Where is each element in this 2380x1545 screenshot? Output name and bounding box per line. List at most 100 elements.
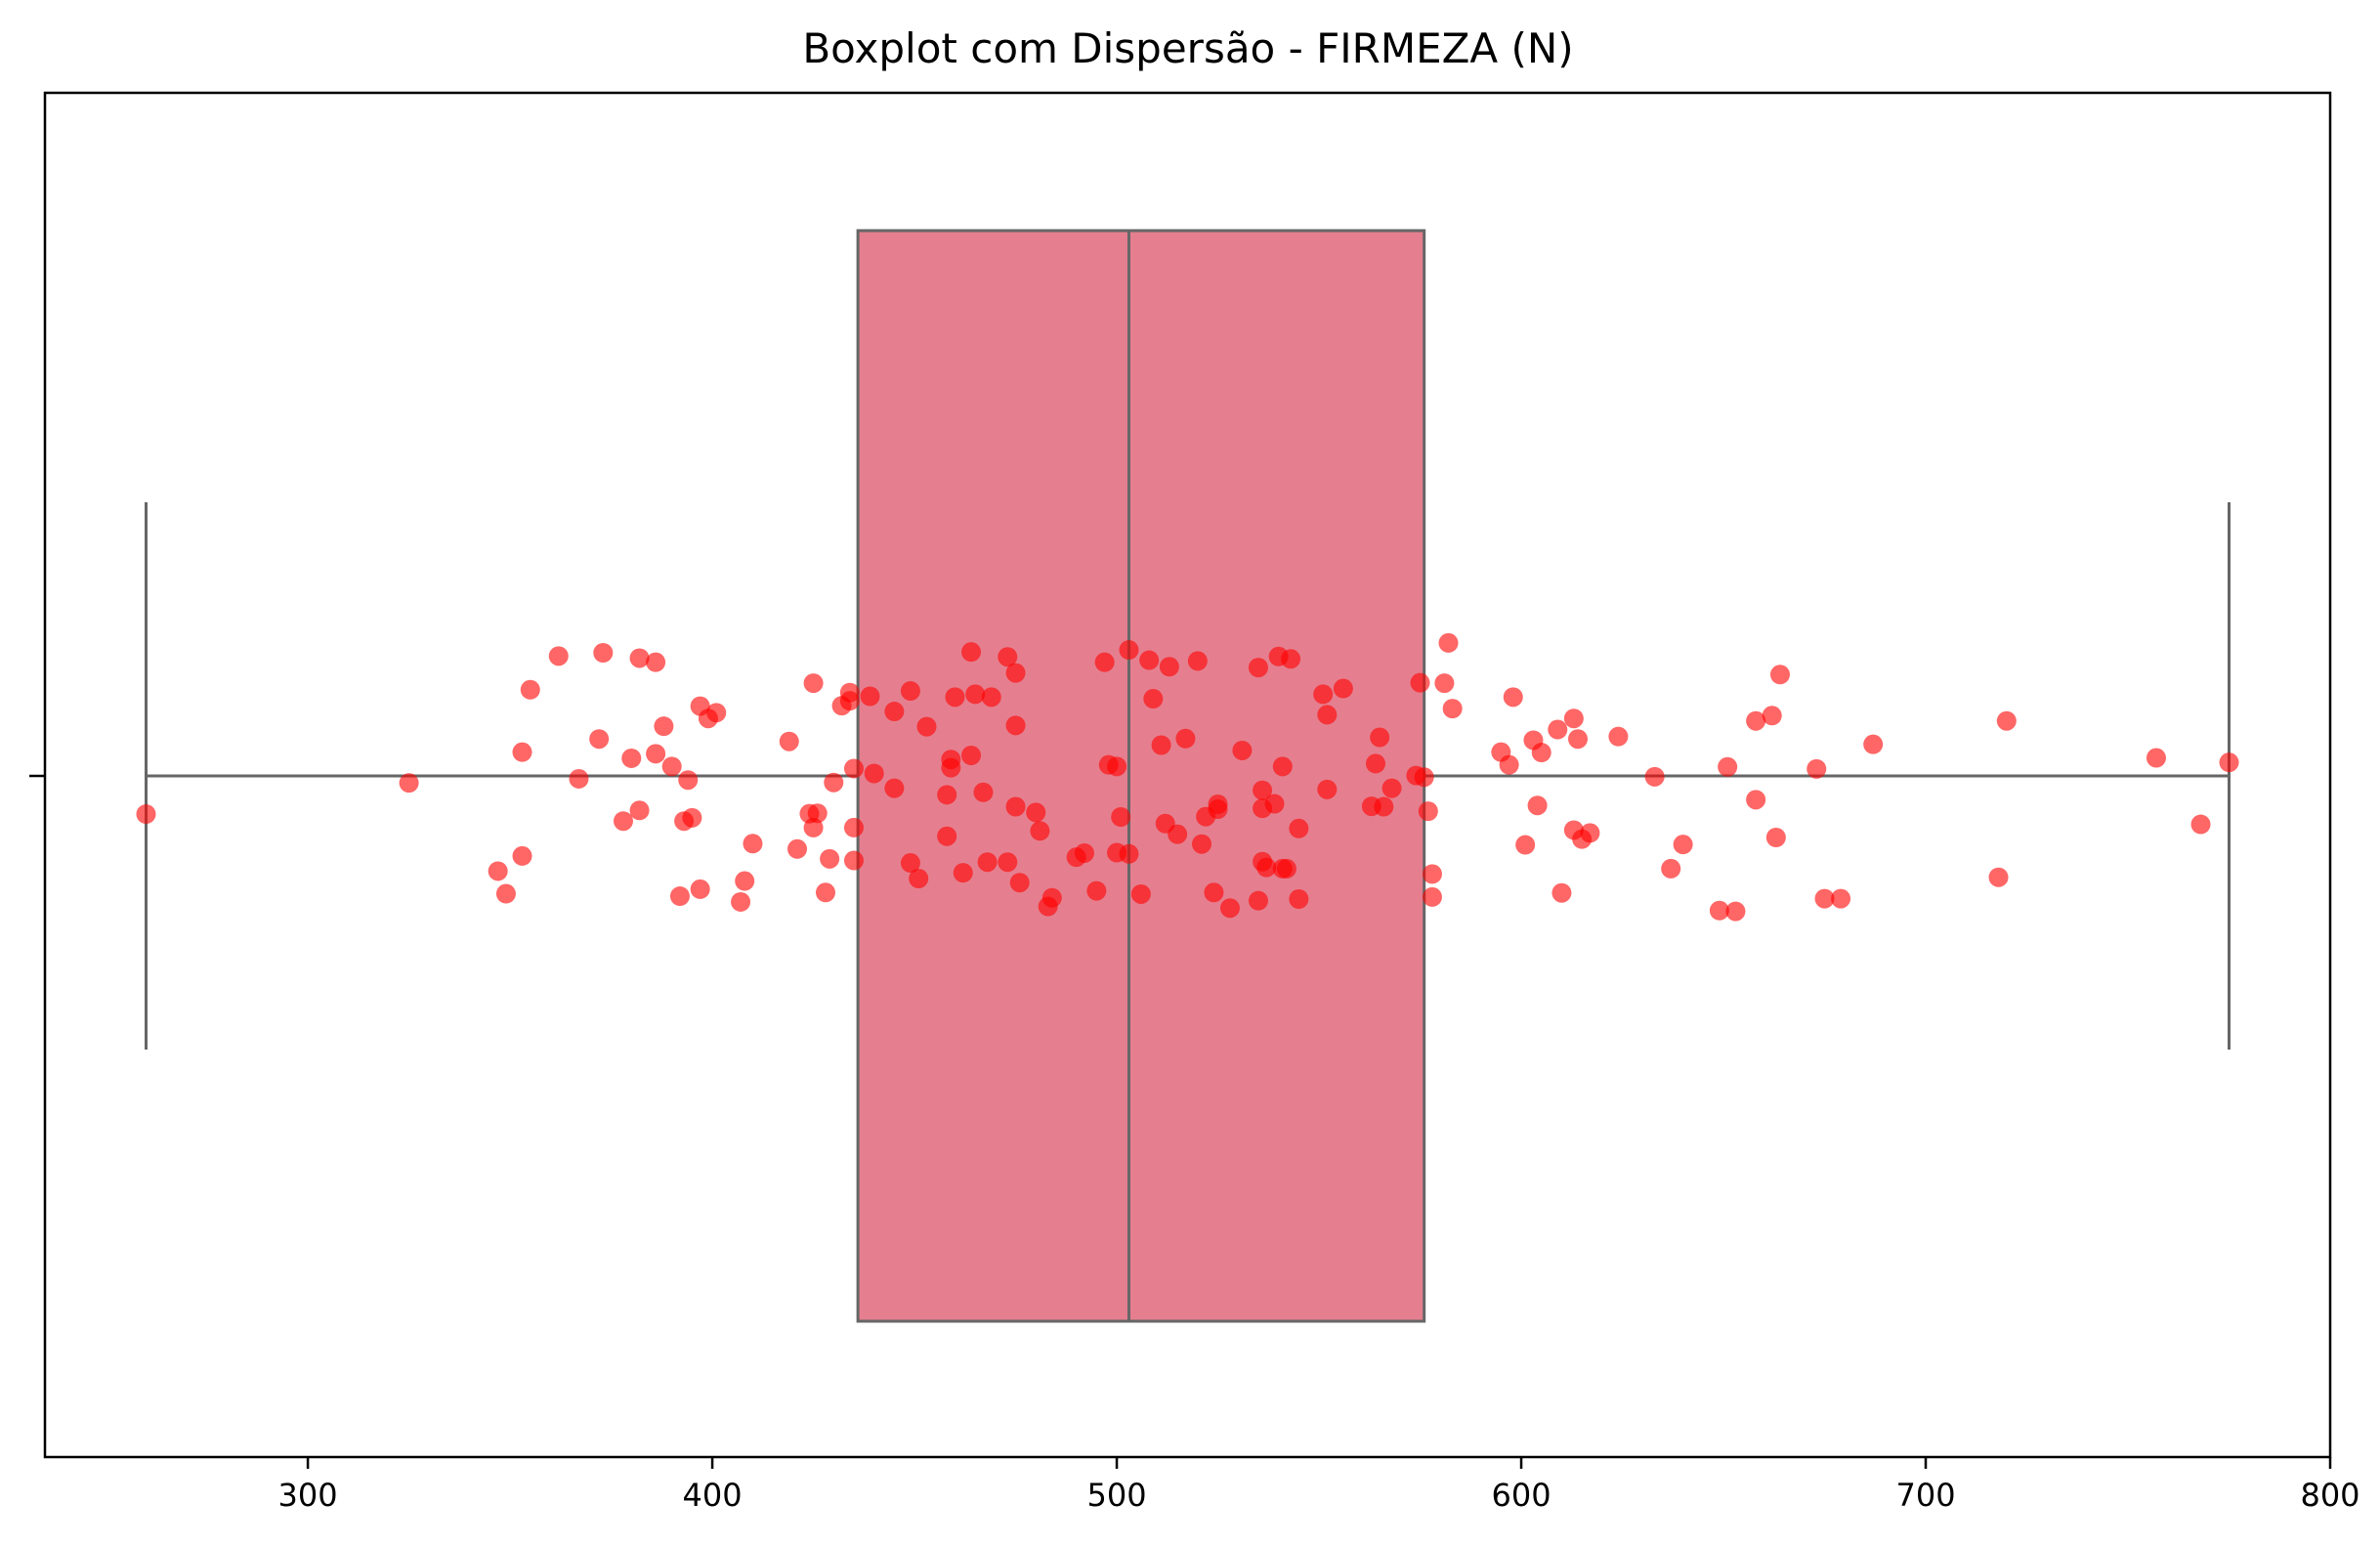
data-point xyxy=(399,773,419,794)
data-point xyxy=(1253,780,1273,800)
data-point xyxy=(1438,632,1459,653)
data-point xyxy=(977,852,998,873)
data-point xyxy=(1086,880,1107,901)
data-point xyxy=(1374,796,1394,817)
data-point xyxy=(1814,888,1835,909)
x-axis: 300 400 500 600 700 800 xyxy=(278,1457,2360,1514)
data-point xyxy=(1548,719,1568,740)
data-point xyxy=(1191,834,1211,854)
data-point xyxy=(1143,689,1164,709)
data-point xyxy=(807,803,828,824)
data-point xyxy=(1366,753,1386,774)
data-point xyxy=(961,642,982,663)
data-point xyxy=(1709,900,1729,921)
data-point xyxy=(1661,858,1681,879)
data-point xyxy=(900,853,920,874)
data-point xyxy=(1009,873,1030,893)
data-point xyxy=(1151,735,1171,755)
data-point xyxy=(1418,801,1438,822)
data-point xyxy=(860,686,880,707)
data-point xyxy=(669,886,690,907)
data-point xyxy=(843,817,864,837)
data-point xyxy=(661,756,682,777)
data-point xyxy=(1442,699,1463,719)
data-point xyxy=(1644,766,1665,787)
data-point xyxy=(937,826,957,846)
data-point xyxy=(512,845,532,866)
data-point xyxy=(1996,710,2017,731)
data-point xyxy=(1030,821,1050,841)
data-point xyxy=(682,807,702,828)
data-point xyxy=(1219,898,1240,919)
data-point xyxy=(1041,887,1062,908)
data-point xyxy=(1159,657,1179,677)
data-point xyxy=(953,863,973,883)
x-tick-label: 700 xyxy=(1895,1477,1955,1514)
data-point xyxy=(839,682,860,703)
data-point xyxy=(1988,867,2009,887)
data-point xyxy=(981,687,1001,708)
x-tick-label: 500 xyxy=(1087,1477,1147,1514)
data-point xyxy=(843,850,864,871)
data-point xyxy=(1527,795,1548,816)
data-point xyxy=(1005,663,1026,683)
data-point xyxy=(1499,754,1519,775)
data-point xyxy=(1313,684,1334,705)
data-point xyxy=(1264,794,1285,814)
data-point xyxy=(1175,728,1196,749)
data-point xyxy=(1187,651,1208,671)
data-point xyxy=(1410,672,1430,693)
data-point xyxy=(2190,814,2211,835)
data-point xyxy=(1256,857,1277,878)
data-point xyxy=(1434,673,1455,694)
plot-area xyxy=(136,229,2239,1323)
data-point xyxy=(1119,640,1139,661)
data-point xyxy=(1005,796,1026,817)
data-point xyxy=(1026,802,1046,823)
data-point xyxy=(1422,864,1442,884)
data-point xyxy=(1762,706,1782,726)
chart-title: Boxplot com Dispersão - FIRMEZA (N) xyxy=(802,24,1573,72)
data-point xyxy=(1107,756,1127,777)
data-point xyxy=(803,673,824,694)
data-point xyxy=(690,879,710,899)
data-point xyxy=(1111,807,1131,827)
data-point xyxy=(1204,882,1224,903)
data-point xyxy=(1673,835,1693,855)
data-point xyxy=(824,772,844,793)
data-point xyxy=(1208,794,1228,814)
data-point xyxy=(864,763,884,784)
iqr-box xyxy=(856,229,1426,1323)
data-point xyxy=(621,748,642,768)
data-point xyxy=(1608,726,1629,747)
data-point xyxy=(520,679,540,700)
data-point xyxy=(916,716,937,737)
data-point xyxy=(1130,883,1151,904)
data-point xyxy=(1414,767,1434,788)
data-point xyxy=(815,882,835,903)
data-point xyxy=(1317,705,1338,725)
data-point xyxy=(1317,779,1338,799)
data-point xyxy=(678,770,699,791)
data-point xyxy=(1718,756,1738,777)
data-point xyxy=(1119,843,1139,864)
data-point xyxy=(613,811,633,832)
data-point xyxy=(1725,901,1746,922)
data-point xyxy=(961,746,982,765)
data-point xyxy=(1567,729,1588,750)
data-point xyxy=(843,758,864,779)
data-point xyxy=(1276,858,1296,879)
data-point xyxy=(1289,818,1309,838)
data-point xyxy=(1168,824,1188,844)
data-point xyxy=(909,869,929,888)
data-point xyxy=(1806,758,1827,779)
data-point xyxy=(941,750,961,770)
data-point xyxy=(945,687,965,708)
data-point xyxy=(884,778,905,798)
data-point xyxy=(973,782,994,802)
x-tick-label: 800 xyxy=(2300,1477,2359,1514)
data-point xyxy=(779,731,799,751)
data-point xyxy=(646,744,666,764)
data-point xyxy=(654,716,674,737)
data-point xyxy=(965,684,986,705)
